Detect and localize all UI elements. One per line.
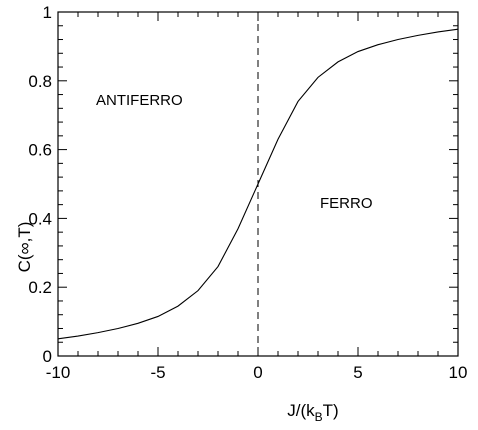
x-tick-label: 5 <box>353 363 362 382</box>
y-tick-label: 0.6 <box>28 141 52 160</box>
y-tick-label: 1 <box>43 3 52 22</box>
annotations: ANTIFERRO FERRO <box>96 92 373 212</box>
x-axis-label: J/(kBT) <box>287 401 338 424</box>
series-line <box>57 28 459 340</box>
x-axis-label-main: J/(k <box>287 401 315 420</box>
x-tick-label: 10 <box>449 363 468 382</box>
y-tick-labels: 0 0.2 0.4 0.6 0.8 1 <box>28 3 52 366</box>
y-tick-label: 0.4 <box>28 209 52 228</box>
x-tick-labels: -10 -5 0 5 10 <box>46 363 468 382</box>
region-annotation: FERRO <box>320 195 373 212</box>
y-axis-label: C(∞,T) <box>15 222 34 273</box>
y-tick-label: 0.2 <box>28 278 52 297</box>
y-tick-label: 0.8 <box>28 72 52 91</box>
x-tick-label: -5 <box>150 363 165 382</box>
x-tick-label: -10 <box>46 363 71 382</box>
x-axis-label-subscript: B <box>315 410 323 424</box>
x-tick-label: 0 <box>253 363 262 382</box>
region-annotation: ANTIFERRO <box>96 92 183 109</box>
x-axis-label-end: T) <box>323 401 339 420</box>
plot-frame <box>57 11 459 357</box>
y-tick-label: 0 <box>43 347 52 366</box>
